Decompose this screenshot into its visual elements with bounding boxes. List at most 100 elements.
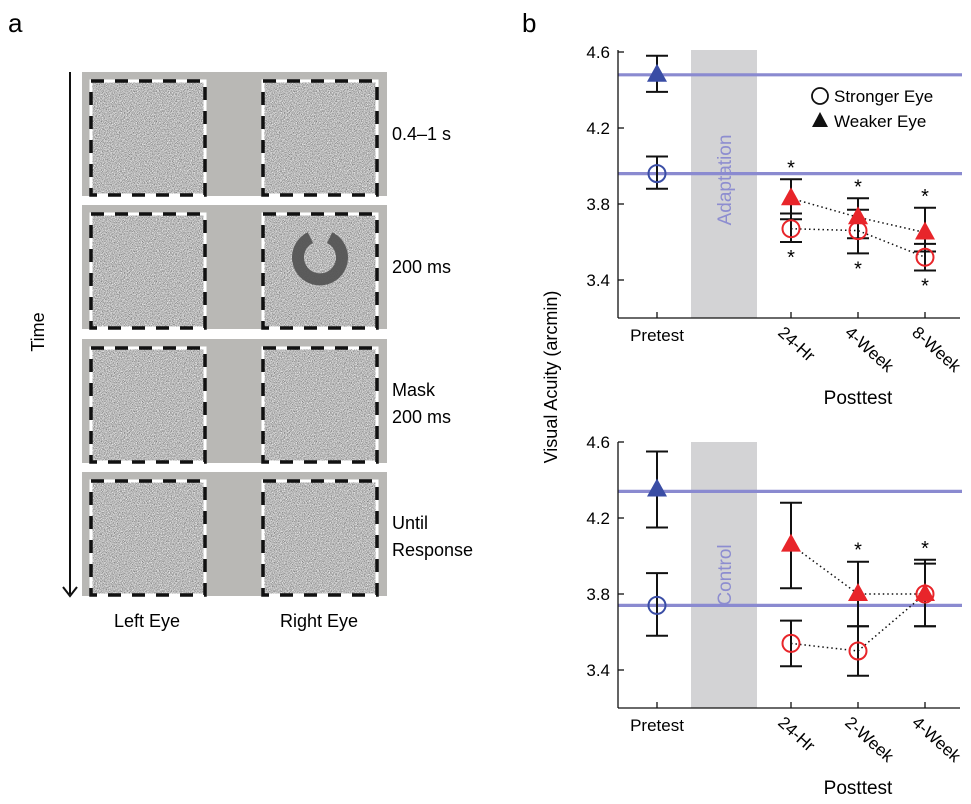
frame-1: 0.4–1 s <box>82 72 451 197</box>
x-axis-label: Posttest <box>824 778 893 799</box>
legend-triangle-marker <box>812 112 828 127</box>
significance-star: * <box>854 176 862 198</box>
right-eye-stimulus <box>261 212 379 330</box>
significance-star: * <box>921 276 929 298</box>
fusion-frame-dashes <box>261 479 379 597</box>
time-arrow <box>62 72 78 598</box>
left-eye-stimulus <box>89 346 207 464</box>
significance-star: * <box>921 538 929 560</box>
legend-stronger-label: Stronger Eye <box>834 87 933 106</box>
frame-3: Mask 200 ms <box>82 339 451 464</box>
fusion-frame-dashes <box>89 212 207 330</box>
frame-duration-label: 200 ms <box>392 257 451 277</box>
data-point-triangle <box>915 583 935 601</box>
data-point-triangle <box>781 187 801 206</box>
data-point-circle <box>915 584 935 604</box>
x-tick-label: 24-Hr <box>774 713 819 756</box>
frame-duration-label: Response <box>392 540 473 560</box>
left-eye-stimulus <box>89 479 207 597</box>
fusion-frame-dashes <box>261 346 379 464</box>
significance-star: * <box>854 540 862 562</box>
y-tick-label: 3.8 <box>586 195 610 214</box>
data-point-triangle <box>647 478 667 497</box>
legend: Stronger Eye Weaker Eye <box>811 87 933 131</box>
x-axis-label: Posttest <box>824 388 893 409</box>
fusion-frame-dashes <box>261 212 379 330</box>
left-eye-stimulus <box>89 212 207 330</box>
data-point-triangle <box>781 533 801 552</box>
condition-label: Control <box>715 544 736 605</box>
x-tick-label: 4-Week <box>908 713 964 766</box>
y-tick-label: 3.4 <box>586 661 610 680</box>
significance-star: * <box>787 157 795 179</box>
y-axis-label: Visual Acuity (arcmin) <box>541 291 561 464</box>
data-point-circle <box>781 633 801 653</box>
frame-duration-label: 0.4–1 s <box>392 124 451 144</box>
y-tick-label: 3.4 <box>586 271 610 290</box>
legend-weaker-label: Weaker Eye <box>834 112 926 131</box>
frame-2: 200 ms <box>82 205 451 330</box>
x-tick-label: Pretest <box>630 716 684 735</box>
left-eye-stimulus <box>89 79 207 197</box>
series-connector <box>790 593 926 652</box>
significance-star: * <box>921 186 929 208</box>
significance-star: * <box>854 258 862 280</box>
y-tick-label: 4.2 <box>586 509 610 528</box>
panel-a-letter: a <box>8 8 23 38</box>
panel-a: a Time 0.4–1 s 200 ms Mask 200 ms Until Respo… <box>8 8 473 631</box>
condition-band <box>691 442 757 708</box>
x-tick-label: 2-Week <box>841 713 897 766</box>
y-tick-label: 4.6 <box>586 433 610 452</box>
condition-band <box>691 50 757 318</box>
data-point-triangle <box>848 206 868 225</box>
condition-label: Adaptation <box>715 135 736 226</box>
data-point-circle <box>781 219 801 239</box>
time-axis-label: Time <box>28 312 48 351</box>
y-tick-label: 3.8 <box>586 585 610 604</box>
noise-pattern <box>262 347 378 463</box>
stimulus-frames: 0.4–1 s 200 ms Mask 200 ms Until Response <box>82 72 473 597</box>
frame-duration-label: Mask <box>392 380 436 400</box>
noise-pattern <box>90 213 206 329</box>
data-point-circle <box>848 641 868 661</box>
legend-circle-marker <box>811 87 829 105</box>
series-connector <box>790 543 925 595</box>
frame-4: Until Response <box>82 472 473 597</box>
data-point-triangle <box>848 583 868 601</box>
frame-duration-label: Until <box>392 513 428 533</box>
noise-pattern <box>262 213 378 329</box>
plot-control: Control 3.4 3.8 4.2 4.6 Pretest 24-Hr 2-Week 4-W… <box>586 433 964 799</box>
x-tick-label: Pretest <box>630 326 684 345</box>
y-tick-label: 4.2 <box>586 119 610 138</box>
data-point-circle <box>647 164 667 184</box>
plots: Adaptation 3.4 3.8 4.2 4.6 Pretest 24-Hr 4-Week… <box>586 43 964 799</box>
y-tick-label: 4.6 <box>586 43 610 62</box>
right-eye-stimulus <box>261 346 379 464</box>
right-eye-stimulus <box>261 79 379 197</box>
fusion-frame-dashes <box>89 79 207 197</box>
panel-b: b Visual Acuity (arcmin) Adaptation 3.4 3.… <box>522 8 965 799</box>
target-ring <box>292 232 348 286</box>
left-eye-label: Left Eye <box>114 611 180 631</box>
panel-b-letter: b <box>522 8 536 38</box>
data-point-circle <box>647 595 667 615</box>
noise-pattern <box>262 80 378 196</box>
data-point-triangle <box>915 221 935 240</box>
right-eye-label: Right Eye <box>280 611 358 631</box>
noise-pattern <box>90 480 206 596</box>
fusion-frame-dashes <box>89 346 207 464</box>
data-point-circle <box>915 247 935 267</box>
frame-duration-label: 200 ms <box>392 407 451 427</box>
data-point-triangle <box>647 63 667 82</box>
series-connector <box>790 197 926 234</box>
x-tick-label: 4-Week <box>841 323 897 376</box>
noise-pattern <box>90 80 206 196</box>
x-tick-label: 24-Hr <box>774 323 819 366</box>
x-tick-label: 8-Week <box>908 323 964 376</box>
fusion-frame-dashes <box>89 479 207 597</box>
noise-pattern <box>90 347 206 463</box>
significance-star: * <box>787 247 795 269</box>
right-eye-stimulus <box>261 479 379 597</box>
fusion-frame-dashes <box>261 79 379 197</box>
